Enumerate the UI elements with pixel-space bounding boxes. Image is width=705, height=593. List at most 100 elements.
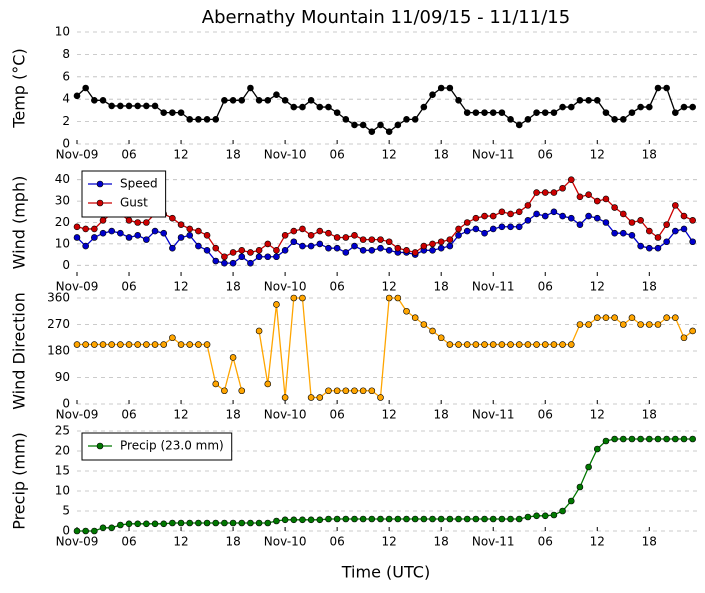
data-point xyxy=(672,314,679,322)
data-point xyxy=(125,102,133,110)
data-point xyxy=(672,109,679,116)
data-point xyxy=(576,97,584,104)
data-point xyxy=(463,515,471,523)
data-point xyxy=(221,387,228,395)
data-point xyxy=(446,84,454,92)
data-point xyxy=(672,227,679,235)
data-point xyxy=(290,238,298,246)
data-point xyxy=(99,217,107,224)
data-point xyxy=(654,321,662,328)
data-point xyxy=(507,116,514,123)
data-point xyxy=(541,189,549,196)
x-tick-label: 06 xyxy=(329,148,344,162)
data-point xyxy=(134,232,141,239)
x-tick-label: 18 xyxy=(434,535,449,549)
x-tick-label: Nov-11 xyxy=(472,535,515,549)
data-point xyxy=(585,212,592,220)
x-tick-label: 12 xyxy=(590,535,605,549)
data-point xyxy=(437,334,445,342)
data-point xyxy=(533,109,540,116)
data-point xyxy=(377,515,384,523)
data-point xyxy=(316,227,324,235)
data-point xyxy=(403,116,410,123)
data-point xyxy=(91,527,98,535)
data-point xyxy=(489,109,497,116)
data-point xyxy=(672,435,679,443)
y-tick-label: 8 xyxy=(62,47,70,61)
data-point xyxy=(264,253,272,261)
data-point xyxy=(585,97,592,104)
y-tick-label: 6 xyxy=(62,69,70,83)
data-point xyxy=(628,109,636,116)
data-point xyxy=(429,240,436,248)
y-tick-label: 270 xyxy=(47,317,70,331)
x-tick-label: Nov-09 xyxy=(56,535,99,549)
data-point xyxy=(351,121,358,129)
data-point xyxy=(117,229,124,237)
data-point xyxy=(177,519,185,527)
data-point xyxy=(437,84,445,92)
data-point xyxy=(195,227,202,235)
data-point xyxy=(160,109,168,116)
data-point xyxy=(117,102,124,110)
x-tick-label: 06 xyxy=(121,280,136,294)
data-point xyxy=(307,232,315,239)
data-point xyxy=(489,515,497,523)
data-point xyxy=(255,247,263,254)
x-tick-label: 18 xyxy=(642,148,657,162)
data-point xyxy=(255,519,263,527)
data-point xyxy=(325,229,332,237)
data-point xyxy=(108,341,115,348)
x-tick-label: 18 xyxy=(642,408,657,422)
data-point xyxy=(212,380,220,388)
data-point xyxy=(429,247,436,254)
data-point xyxy=(550,208,558,216)
data-point xyxy=(229,354,237,361)
data-point xyxy=(637,242,644,250)
data-point xyxy=(515,515,523,523)
data-point xyxy=(611,204,618,211)
data-point xyxy=(550,109,558,116)
data-point xyxy=(463,227,471,235)
data-point xyxy=(316,103,324,111)
data-point xyxy=(481,229,488,237)
x-tick-label: 18 xyxy=(642,280,657,294)
y-tick-label: 10 xyxy=(55,25,70,39)
data-point xyxy=(307,97,315,104)
data-point xyxy=(576,221,584,228)
data-point xyxy=(429,91,436,99)
data-point xyxy=(177,234,185,241)
data-point xyxy=(524,116,532,123)
x-tick-label: 06 xyxy=(538,535,553,549)
y-tick-label: 20 xyxy=(55,215,70,229)
data-point xyxy=(533,189,540,196)
data-point xyxy=(524,513,532,521)
data-point xyxy=(134,102,141,110)
x-tick-label: 18 xyxy=(225,408,240,422)
x-tick-label: 12 xyxy=(382,408,397,422)
data-point xyxy=(377,394,384,401)
data-point xyxy=(186,225,194,233)
data-point xyxy=(437,238,445,246)
data-point xyxy=(316,240,324,248)
data-point xyxy=(411,249,419,256)
x-tick-label: 12 xyxy=(382,280,397,294)
data-point xyxy=(507,515,514,523)
data-point xyxy=(247,519,254,527)
data-point xyxy=(411,314,419,322)
data-point xyxy=(394,515,402,523)
series-line xyxy=(76,86,693,133)
data-point xyxy=(143,236,150,243)
data-point xyxy=(359,121,367,129)
data-point xyxy=(455,97,462,104)
data-point xyxy=(281,247,289,254)
data-point xyxy=(151,227,159,235)
data-point xyxy=(212,519,220,527)
data-point xyxy=(117,341,124,348)
data-point xyxy=(333,387,341,395)
data-point xyxy=(195,519,202,527)
data-point xyxy=(195,242,202,250)
data-point xyxy=(576,321,584,328)
data-point xyxy=(325,387,332,395)
data-point xyxy=(143,219,150,226)
